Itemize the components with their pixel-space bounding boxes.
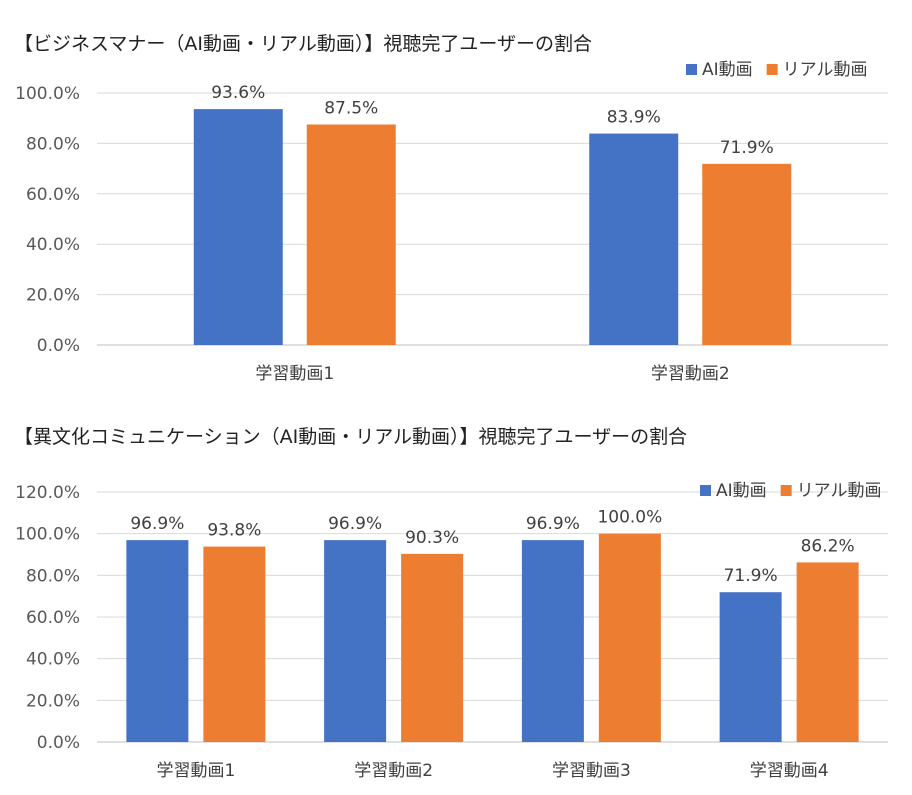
- bar-リアル動画: [702, 163, 792, 345]
- chart-intercultural-communication-svg: 【異文化コミュニケーション（AI動画・リアル動画）】視聴完了ユーザーの割合 0.…: [14, 426, 888, 781]
- bar-AI動画: [324, 540, 387, 742]
- y-tick-label: 20.0%: [26, 286, 80, 306]
- y-tick-label: 20.0%: [26, 691, 80, 711]
- legend-swatch: [766, 64, 778, 75]
- chart-business-manners-svg: 【ビジネスマナー（AI動画・リアル動画）】視聴完了ユーザーの割合 0.0% 20.…: [14, 33, 888, 384]
- data-label: 96.9%: [328, 514, 382, 534]
- chart-title: 【ビジネスマナー（AI動画・リアル動画）】視聴完了ユーザーの割合: [14, 33, 592, 55]
- data-label: 71.9%: [720, 138, 774, 158]
- data-label: 96.9%: [130, 514, 184, 534]
- legend-label: リアル動画: [783, 60, 868, 80]
- bar-AI動画: [719, 592, 782, 742]
- x-tick-label: 学習動画1: [156, 761, 235, 781]
- legend-label: AI動画: [716, 481, 767, 501]
- bar-リアル動画: [796, 562, 859, 742]
- data-label: 100.0%: [597, 508, 662, 528]
- y-tick-label: 100.0%: [15, 525, 80, 545]
- y-tick-label: 60.0%: [26, 608, 80, 628]
- bar-AI動画: [521, 540, 584, 742]
- bar-AI動画: [193, 109, 283, 346]
- data-label: 96.9%: [526, 514, 580, 534]
- y-tick-label: 100.0%: [15, 84, 80, 104]
- y-tick-label: 80.0%: [26, 566, 80, 586]
- data-label: 83.9%: [607, 108, 661, 128]
- x-tick-label: 学習動画4: [750, 761, 829, 781]
- chart-title: 【異文化コミュニケーション（AI動画・リアル動画）】視聴完了ユーザーの割合: [14, 426, 687, 448]
- bar-リアル動画: [598, 533, 661, 742]
- x-tick-label: 学習動画1: [255, 364, 334, 384]
- data-label: 93.8%: [207, 521, 261, 541]
- legend-swatch: [700, 485, 711, 496]
- data-label: 90.3%: [405, 528, 459, 548]
- data-label: 86.2%: [801, 536, 855, 556]
- data-label: 71.9%: [724, 566, 778, 586]
- legend-label: AI動画: [702, 60, 753, 80]
- data-label: 93.6%: [211, 83, 265, 103]
- y-tick-label: 80.0%: [26, 134, 80, 154]
- x-tick-label: 学習動画2: [354, 761, 433, 781]
- bar-リアル動画: [401, 553, 464, 742]
- bar-リアル動画: [203, 546, 266, 742]
- y-tick-label: 40.0%: [26, 650, 80, 670]
- legend-swatch: [780, 485, 792, 496]
- x-tick-label: 学習動画3: [552, 761, 631, 781]
- chart-intercultural-communication: 【異文化コミュニケーション（AI動画・リアル動画）】視聴完了ユーザーの割合 0.…: [0, 395, 912, 795]
- y-tick-label: 0.0%: [37, 733, 80, 753]
- y-tick-label: 120.0%: [15, 483, 80, 503]
- bar-AI動画: [126, 540, 189, 742]
- data-label: 87.5%: [324, 99, 378, 119]
- bar-AI動画: [589, 133, 679, 345]
- x-tick-label: 学習動画2: [651, 364, 730, 384]
- legend-label: リアル動画: [797, 481, 882, 501]
- y-tick-label: 60.0%: [26, 185, 80, 205]
- bar-リアル動画: [306, 124, 396, 345]
- chart-business-manners: 【ビジネスマナー（AI動画・リアル動画）】視聴完了ユーザーの割合 0.0% 20.…: [0, 0, 912, 395]
- y-tick-label: 40.0%: [26, 235, 80, 255]
- y-tick-label: 0.0%: [37, 336, 80, 356]
- legend-swatch: [686, 64, 697, 75]
